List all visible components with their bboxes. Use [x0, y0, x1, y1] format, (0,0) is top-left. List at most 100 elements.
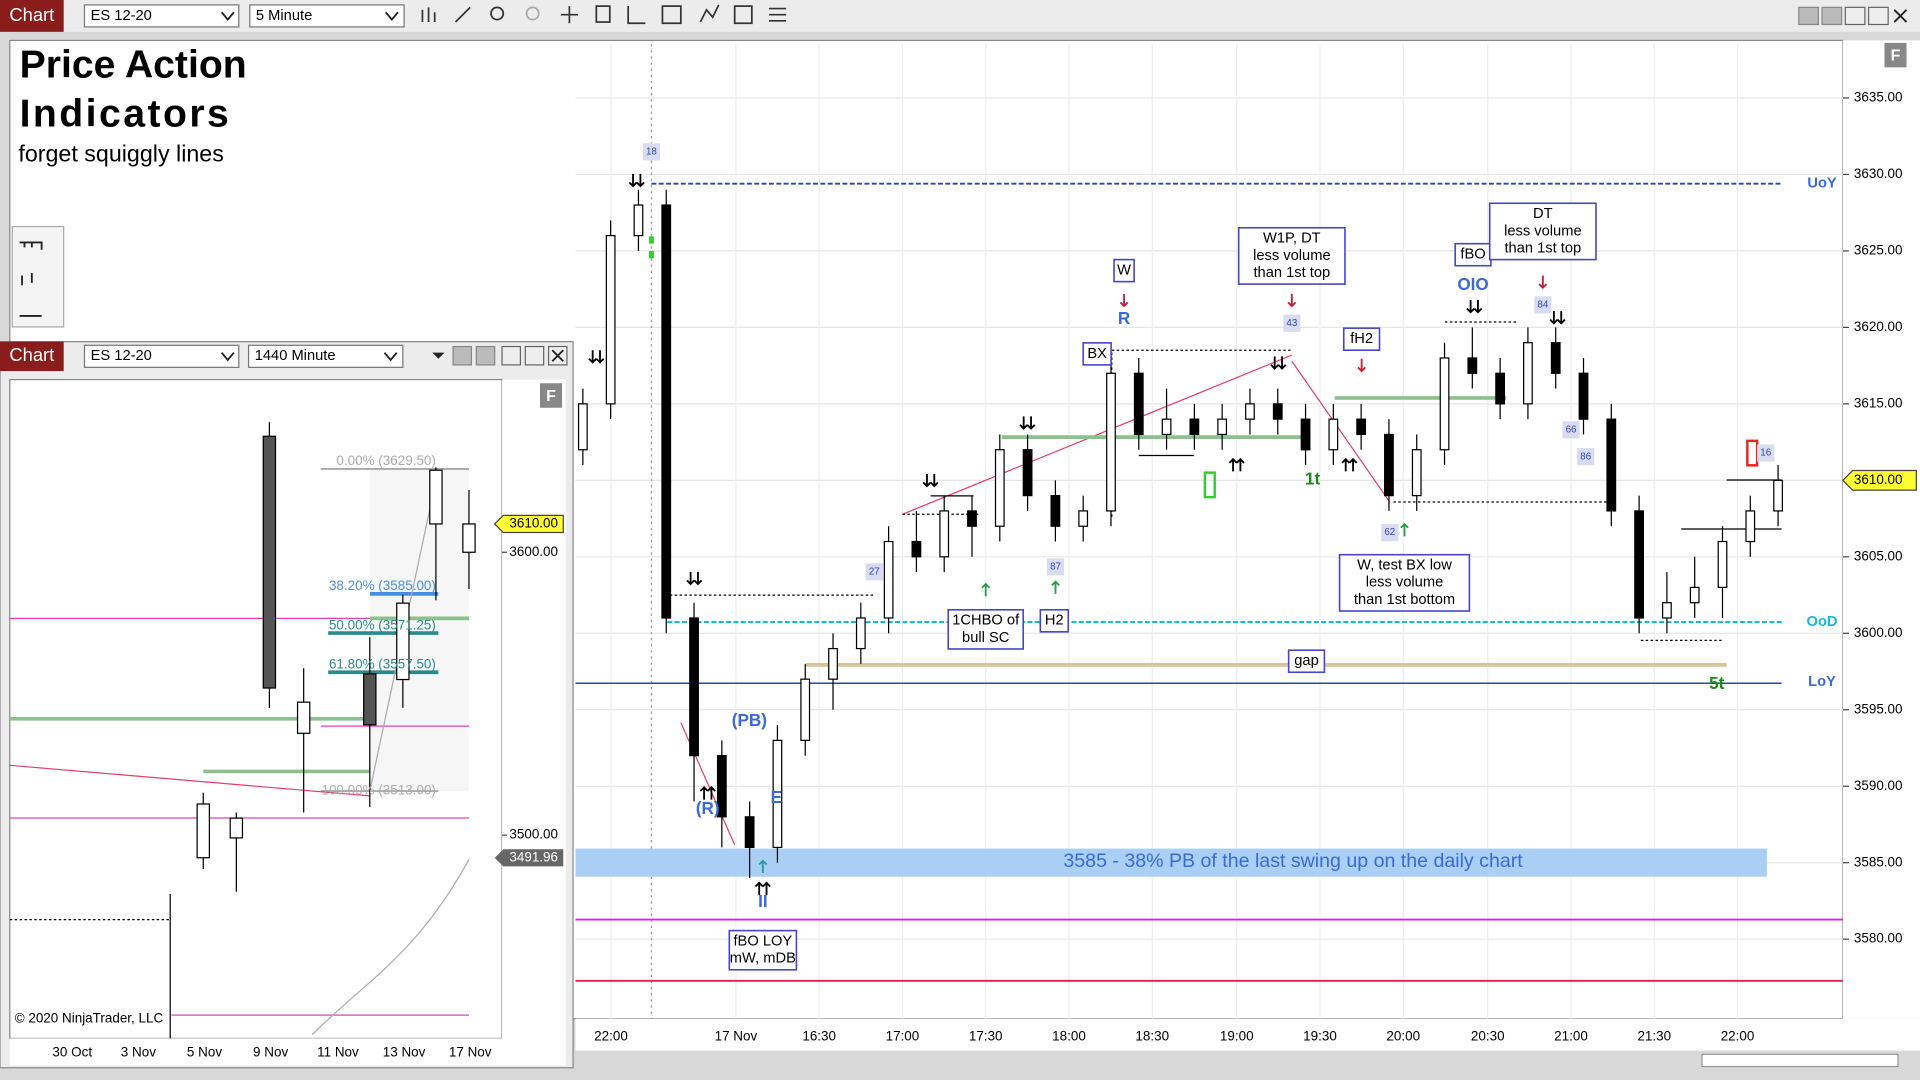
band-label: 3585 - 38% PB of the last swing up on th…: [1063, 850, 1523, 872]
arrow: [588, 350, 597, 364]
f-button[interactable]: [540, 383, 563, 408]
x-tick-label: 17 Nov: [449, 1045, 492, 1060]
interval-select[interactable]: [247, 344, 404, 368]
arrow: [1026, 416, 1036, 430]
minimize-button[interactable]: [501, 345, 522, 366]
icon-zoom-out[interactable]: [525, 6, 540, 21]
y-tick-label: 3580.00: [1854, 931, 1903, 946]
daily-time-axis: [9, 1038, 566, 1066]
icon-menu[interactable]: [768, 7, 787, 22]
fib-label: 38.20% (3585.00): [329, 578, 436, 593]
candle-body: [939, 510, 950, 558]
annotation-box: [1113, 258, 1135, 283]
daily-trend-line: [9, 764, 370, 797]
icon-draw[interactable]: [454, 6, 471, 23]
instrument-select[interactable]: [83, 344, 240, 368]
icon-properties[interactable]: [595, 5, 611, 23]
annotation: W: [1117, 262, 1131, 278]
annotation: less volume: [1253, 248, 1331, 264]
fib-label: 61.80% (3557.50): [329, 656, 436, 671]
window-button[interactable]: [452, 345, 473, 366]
fib-label: 0.00% (3629.50): [336, 453, 435, 468]
candle-body: [429, 469, 443, 525]
counter: 16: [1760, 448, 1771, 459]
price-marker: [493, 514, 564, 534]
arrow: [1538, 275, 1548, 290]
candle-body: [1550, 342, 1561, 374]
candle-body: [994, 449, 1005, 527]
arrow: [1019, 416, 1028, 430]
window-button[interactable]: [1798, 6, 1819, 26]
icon-bars[interactable]: [421, 7, 436, 23]
candle-body: [1161, 418, 1172, 436]
x-tick-label: 30 Oct: [52, 1045, 92, 1060]
instrument: ES 12-20: [91, 348, 152, 364]
window-button[interactable]: [1821, 6, 1843, 26]
x-tick-label: 19:00: [1220, 1029, 1254, 1044]
annotation-box: [1039, 609, 1070, 633]
x-tick-label: 17 Nov: [715, 1029, 758, 1044]
arrow: [922, 473, 932, 488]
tool-icons[interactable]: [19, 241, 43, 317]
icon-templates[interactable]: [627, 6, 646, 25]
candle-body: [196, 803, 210, 859]
counter-box: [1046, 558, 1065, 576]
candle-body: [1300, 418, 1311, 451]
y-tick-label: 3630.00: [1854, 166, 1903, 181]
close-button[interactable]: [1893, 9, 1908, 23]
counter: 27: [869, 566, 880, 577]
chart-tab[interactable]: [0, 0, 64, 32]
instrument-select[interactable]: [83, 4, 240, 28]
arrow: [1556, 311, 1566, 325]
annotation: W, test BX low: [1357, 558, 1452, 574]
annotation: 1CHBO of: [952, 613, 1020, 629]
arrow: [1400, 522, 1409, 537]
x-tick-label: 20:30: [1471, 1029, 1505, 1044]
x-tick-label: 17:00: [886, 1029, 920, 1044]
icon-data-box[interactable]: [733, 5, 753, 25]
arrow: [929, 473, 939, 488]
subtitle: forget squiggly lines: [18, 141, 224, 167]
interval: 1440 Minute: [255, 348, 336, 364]
title: Price Action: [20, 44, 247, 87]
window-button[interactable]: [475, 345, 496, 366]
counter-box: [1577, 448, 1595, 466]
annotation-box: [947, 609, 1024, 650]
title: Indicators: [20, 93, 232, 136]
candle-body: [661, 204, 672, 619]
restore-button[interactable]: [1867, 6, 1889, 26]
scrollbar[interactable]: [1701, 1053, 1899, 1068]
tab-label: Chart: [9, 344, 54, 365]
f-label: F: [546, 388, 556, 405]
menu-arrow[interactable]: [432, 352, 445, 359]
interval-select[interactable]: [249, 4, 405, 28]
price-marker-label: 3610.00: [509, 516, 558, 531]
annotation: 5t: [1709, 673, 1725, 693]
f-button[interactable]: [1884, 42, 1907, 68]
fib-line: [328, 631, 439, 675]
maximize-button[interactable]: [524, 345, 545, 366]
annotation: II: [758, 891, 768, 911]
icon-indicators[interactable]: [699, 4, 720, 23]
dropdown-arrow: [385, 11, 399, 22]
support-band: [575, 848, 1767, 877]
icon-crosshair[interactable]: [560, 6, 578, 24]
arrow: [699, 786, 709, 800]
interval: 5 Minute: [256, 8, 312, 24]
counter-box: [1757, 444, 1775, 462]
x-tick-label: 18:30: [1135, 1029, 1169, 1044]
arrow: [1549, 311, 1559, 325]
icon-zoom-in[interactable]: [490, 6, 505, 21]
annotation: than 1st top: [1504, 240, 1581, 256]
candle-body: [1217, 418, 1228, 436]
x-tick-label: 20:00: [1386, 1029, 1420, 1044]
maximize-button[interactable]: [1844, 6, 1866, 26]
arrow: [1357, 358, 1366, 373]
fib-label: 100.00% (3513.00): [321, 783, 435, 798]
icon-strategies[interactable]: [661, 5, 682, 25]
daily-tab[interactable]: [0, 341, 64, 372]
arrow: [628, 173, 638, 188]
annotation: fBO LOY: [733, 934, 792, 950]
